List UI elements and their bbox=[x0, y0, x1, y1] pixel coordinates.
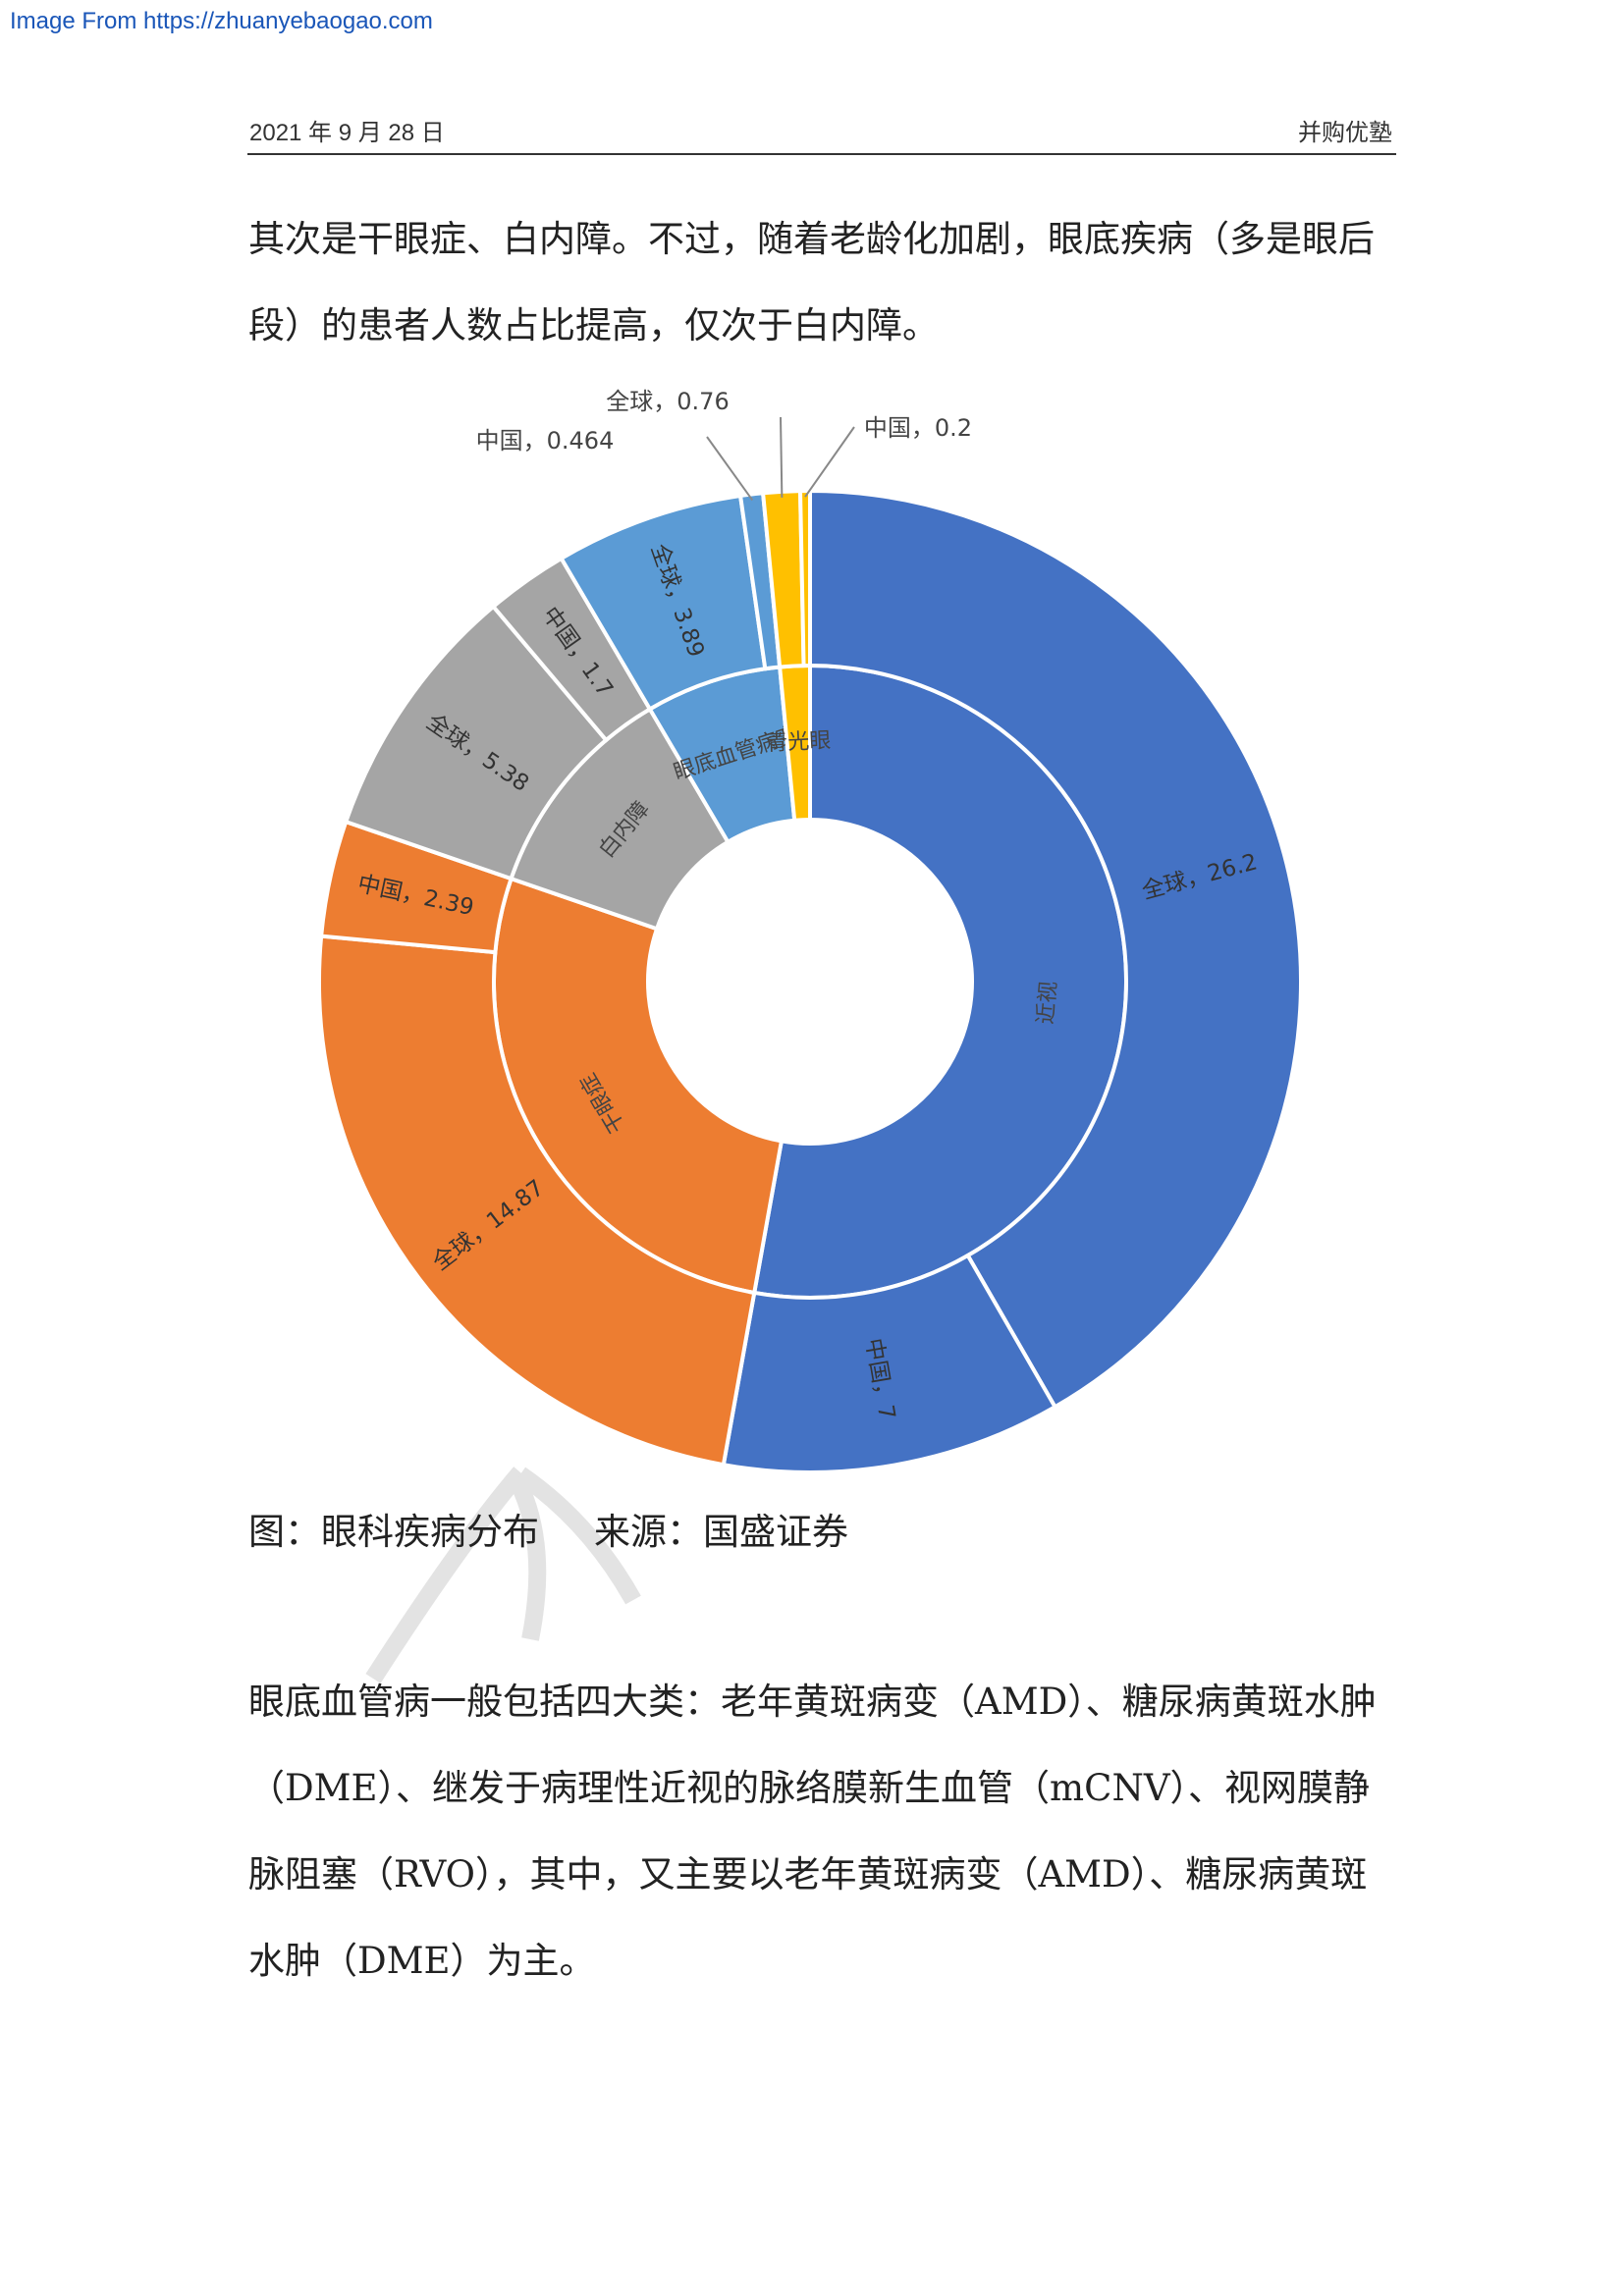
intro-paragraph: 其次是干眼症、白内障。不过，随着老龄化加剧，眼底疾病（多是眼后段）的患者人数占比… bbox=[248, 218, 1375, 347]
callout-label-8: 全球，0.76 bbox=[606, 388, 729, 415]
outer-slice-9 bbox=[797, 488, 812, 668]
outer-slice-2 bbox=[317, 934, 757, 1468]
header-brand: 并购优塾 bbox=[1298, 120, 1392, 146]
source-link[interactable]: Image From https://zhuanyebaogao.com bbox=[10, 8, 433, 34]
watermark-mark bbox=[365, 1467, 641, 1683]
watermark-stroke-left bbox=[365, 1467, 527, 1683]
callout-line-9 bbox=[804, 426, 855, 498]
callout-line-8 bbox=[780, 416, 784, 498]
watermark-stroke-right bbox=[514, 1467, 641, 1605]
caption-title: 图：眼科疾病分布 bbox=[248, 1511, 539, 1553]
chart-figure: 近视 干眼症 白内障 眼底血管病变 青光眼 全球，26.2 中国，7 全球，14.87 中国，2… bbox=[317, 388, 1303, 1474]
callout-label-9: 中国，0.2 bbox=[864, 414, 972, 442]
inner-label-4: 青光眼 bbox=[766, 728, 832, 756]
caption-source: 来源：国盛证券 bbox=[594, 1511, 848, 1553]
callout-label-7: 中国，0.464 bbox=[476, 427, 615, 454]
figure-caption: 图：眼科疾病分布 来源：国盛证券 bbox=[248, 1502, 848, 1555]
fundus-paragraph: 眼底血管病一般包括四大类：老年黄斑病变（AMD）、糖尿病黄斑水肿（DME）、继发… bbox=[248, 1681, 1377, 1982]
sunburst-chart: 近视干眼症白内障眼底血管病变青光眼全球，26.2中国，7全球，14.87中国，2… bbox=[317, 388, 1303, 1474]
watermark-stroke-mid bbox=[508, 1472, 547, 1641]
inner-label-0: 近视 bbox=[1034, 980, 1062, 1025]
outer-slice-0 bbox=[808, 488, 1303, 1411]
page-header: 2021 年 9 月 28 日 并购优塾 bbox=[247, 116, 1396, 155]
callout-line-7 bbox=[706, 436, 754, 502]
header-date: 2021 年 9 月 28 日 bbox=[249, 120, 445, 146]
